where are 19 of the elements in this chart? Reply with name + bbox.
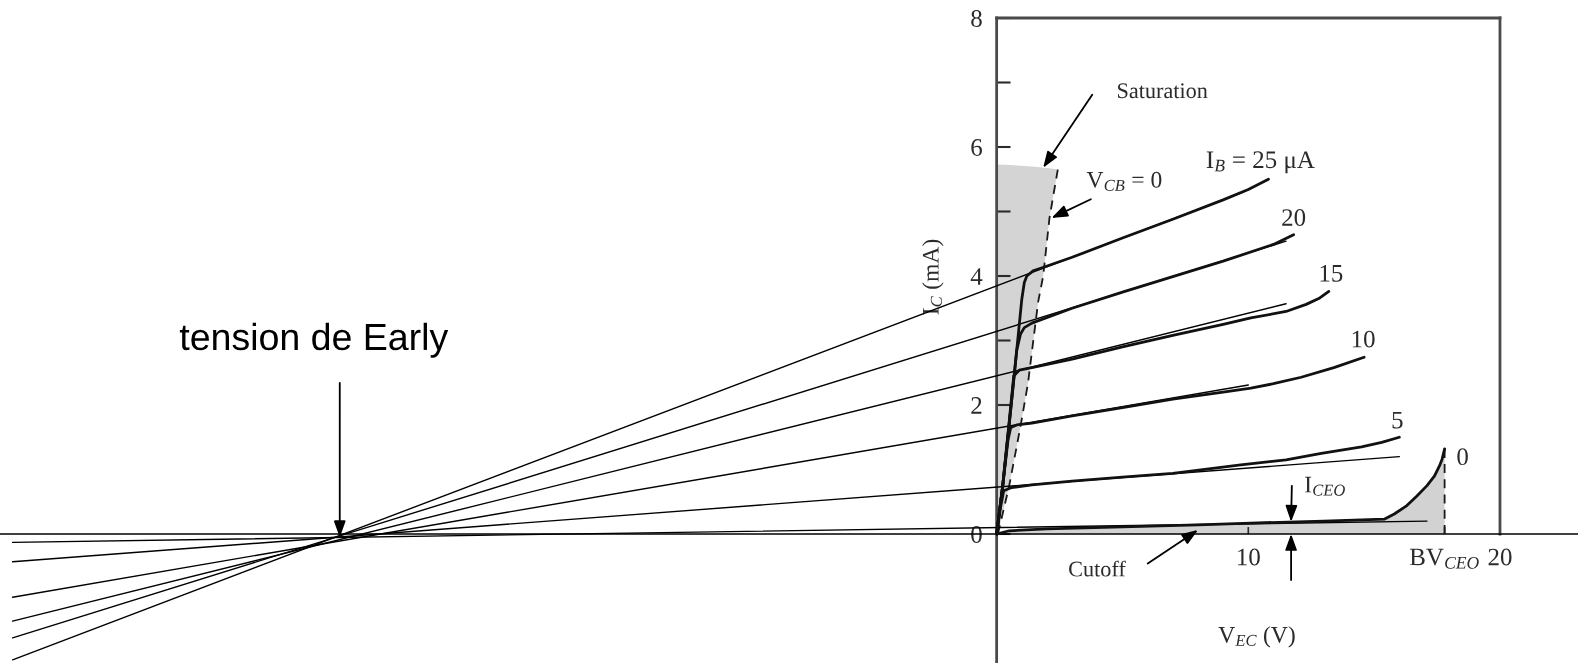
y-tick-label: 4 (970, 268, 983, 285)
series-label: 0 (1457, 448, 1468, 466)
series-label: 5 (1392, 411, 1403, 429)
series-label: 10 (1352, 330, 1375, 348)
y-tick-label: 2 (971, 397, 982, 414)
series-label: 20 (1282, 209, 1306, 226)
x-tick-label: BV$_{CEO}$ (1409, 548, 1479, 569)
y-tick-label: 8 (971, 10, 982, 27)
annotation: Saturation (1118, 83, 1208, 99)
x-axis-title: V$_{EC}$ (V) (1218, 626, 1295, 648)
series-label: 15 (1320, 264, 1343, 282)
series-label: I$_{B}$ = 25 μA (1206, 151, 1315, 174)
annotation: I$_{CEO}$ (1305, 476, 1345, 496)
annotation: V$_{CB}$ = 0 (1086, 171, 1162, 191)
y-tick-label: 6 (971, 139, 982, 156)
annotation: tension de Early (179, 322, 449, 358)
x-tick-label: 10 (1238, 548, 1260, 566)
annotation: Cutoff (1069, 560, 1126, 577)
x-tick-label: 20 (1488, 548, 1512, 566)
